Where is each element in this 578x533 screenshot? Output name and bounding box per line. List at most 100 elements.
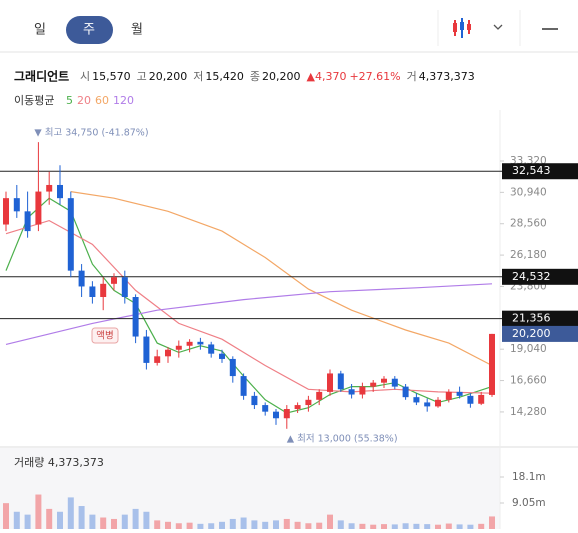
candle-body xyxy=(283,409,290,419)
candle xyxy=(370,380,377,392)
candle-body xyxy=(165,349,171,357)
ma-legend: 60 xyxy=(95,94,109,107)
volume-bar xyxy=(24,514,31,529)
volume-title: 거래량 4,373,373 xyxy=(14,456,104,469)
volume-bar xyxy=(57,511,63,529)
dropdown-chevron[interactable] xyxy=(493,24,503,30)
candle-body xyxy=(3,198,9,225)
volume-bar xyxy=(348,523,355,529)
candle xyxy=(57,165,63,205)
candle-body xyxy=(219,353,225,359)
ma-title: 이동평균 xyxy=(14,94,54,107)
volume-bar xyxy=(391,524,398,529)
candle xyxy=(305,395,312,412)
volume-bar xyxy=(294,521,301,529)
volume-bar xyxy=(78,506,85,529)
moving-average xyxy=(5,197,493,414)
y-tick-label: 19,040 xyxy=(510,343,547,355)
volume-bar xyxy=(316,522,323,529)
volume-bar xyxy=(359,523,366,529)
volume-bar xyxy=(381,524,387,529)
level-label-bg xyxy=(502,268,578,285)
candle-body xyxy=(13,198,20,212)
candle xyxy=(413,393,420,406)
info-label: 종 xyxy=(250,70,260,83)
y-tick-label: 16,660 xyxy=(510,375,547,387)
candle-body xyxy=(305,399,312,406)
volume-bar xyxy=(273,520,279,529)
candle-body xyxy=(186,341,193,346)
candle-body xyxy=(456,391,463,396)
volume-bar xyxy=(251,520,258,529)
volume-bar xyxy=(424,524,431,529)
volume-bar xyxy=(46,508,53,529)
candle-body xyxy=(57,184,63,199)
period-tab[interactable]: 일 xyxy=(34,23,46,38)
candle-body xyxy=(208,344,215,354)
volume-bar xyxy=(467,524,474,529)
candle xyxy=(165,347,171,363)
candle xyxy=(78,264,85,298)
period-tab[interactable]: 주 xyxy=(83,23,95,38)
candle-body xyxy=(262,405,269,412)
candle xyxy=(35,142,42,232)
level-label: 24,532 xyxy=(512,270,551,283)
candle-body xyxy=(467,395,474,404)
candle-body xyxy=(391,378,398,387)
volume-bar xyxy=(132,508,139,529)
candle xyxy=(100,277,107,311)
candle xyxy=(273,409,279,425)
candle-body xyxy=(273,411,279,419)
candle-body xyxy=(316,391,323,400)
candle-body xyxy=(121,277,128,298)
y-tick-label: 14,280 xyxy=(510,406,547,418)
level-label-bg xyxy=(502,310,578,327)
info-label: 거 xyxy=(407,70,417,83)
candle-body xyxy=(111,277,117,284)
volume-bar xyxy=(283,518,290,529)
volume-bar xyxy=(305,523,312,529)
volume-bar xyxy=(327,514,333,529)
volume-bar xyxy=(13,511,20,529)
volume-bar xyxy=(67,497,74,529)
volume-bar xyxy=(186,522,193,529)
info-value: 15,420 xyxy=(205,70,244,83)
y-tick-label: 30,940 xyxy=(510,186,547,198)
period-tab[interactable]: 월 xyxy=(131,23,143,38)
candle-body xyxy=(197,341,204,345)
info-value: 20,200 xyxy=(149,70,188,83)
candle xyxy=(219,349,225,363)
low-note: ▲ 최저 13,000 (55.38%) xyxy=(287,433,398,444)
change-pct: +27.61% xyxy=(349,70,400,83)
volume-bar xyxy=(165,521,171,529)
candle xyxy=(89,281,96,304)
candle-body xyxy=(24,211,31,232)
y-tick-label: 28,560 xyxy=(510,218,547,230)
volume-bar xyxy=(154,520,161,529)
candle-body xyxy=(35,191,42,225)
moving-average xyxy=(5,219,493,394)
volume-tick-label: 18.1m xyxy=(512,471,546,483)
high-note: ▼ 최고 34,750 (-41.87%) xyxy=(34,128,148,139)
y-tick-label: 26,180 xyxy=(510,249,547,261)
chart-type-icon[interactable] xyxy=(453,18,471,38)
volume-bar xyxy=(111,518,117,529)
ma-legend: 120 xyxy=(113,94,134,107)
info-value: 20,200 xyxy=(262,70,301,83)
info-label: 시 xyxy=(80,70,90,83)
candle xyxy=(391,376,398,390)
candle xyxy=(13,184,20,218)
moving-average xyxy=(5,283,493,345)
volume-bar xyxy=(478,523,485,529)
candle-body xyxy=(381,378,387,383)
candle-body xyxy=(478,394,485,404)
candle xyxy=(435,397,441,408)
level-label-bg xyxy=(502,163,578,180)
candle xyxy=(424,398,431,412)
candle xyxy=(316,389,323,406)
ma-legend: 5 xyxy=(66,94,73,107)
volume-bar xyxy=(262,521,269,529)
candle-body xyxy=(413,397,420,403)
volume-bar xyxy=(35,494,42,529)
level-label: 32,543 xyxy=(512,164,551,177)
